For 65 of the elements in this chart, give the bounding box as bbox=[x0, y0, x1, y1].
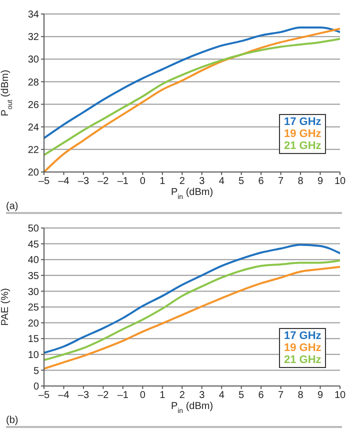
y-tick-label: 30 bbox=[28, 54, 40, 66]
y-tick-label: 50 bbox=[28, 224, 40, 235]
y-tick-label: 40 bbox=[28, 255, 40, 266]
x-axis-title: P$_{in}$ (dBm) bbox=[170, 187, 214, 200]
line-series bbox=[44, 26, 340, 140]
line-series bbox=[44, 38, 340, 156]
x-tick-label: 9 bbox=[317, 176, 324, 188]
text: 17 GHz bbox=[284, 116, 322, 128]
x-tick-label: 3 bbox=[199, 176, 206, 188]
x-tick-label: 4 bbox=[218, 176, 225, 188]
x-tick-label: –4 bbox=[58, 176, 70, 188]
y-tick-label: 15 bbox=[28, 334, 40, 346]
x-tick-label: –3 bbox=[78, 390, 90, 402]
x-tick-label: 0 bbox=[140, 176, 146, 188]
text: 21 GHz bbox=[284, 140, 322, 152]
y-axis-title: PAE (%) bbox=[0, 288, 11, 326]
x-tick-label: 9 bbox=[317, 390, 324, 402]
x-tick-label: 8 bbox=[298, 176, 304, 188]
text: 19 GHz bbox=[284, 128, 322, 140]
y-tick-label: 35 bbox=[28, 270, 40, 282]
text: (b) bbox=[6, 415, 18, 426]
y-tick-label: 22 bbox=[28, 144, 40, 156]
x-tick-label: 10 bbox=[334, 390, 346, 402]
x-tick-label: 5 bbox=[238, 390, 245, 402]
text: 19 GHz bbox=[284, 342, 322, 354]
x-tick-label: 7 bbox=[278, 176, 284, 188]
y-tick-label: 26 bbox=[28, 100, 40, 111]
x-tick-label: 1 bbox=[160, 390, 166, 402]
x-tick-label: –1 bbox=[117, 176, 129, 188]
line-series bbox=[44, 244, 340, 354]
x-tick-label: 4 bbox=[218, 390, 225, 402]
x-tick-label: 2 bbox=[179, 390, 186, 402]
x-tick-label: 5 bbox=[238, 176, 245, 188]
x-tick-label: –2 bbox=[98, 390, 110, 402]
x-tick-label: –1 bbox=[117, 390, 129, 402]
x-tick-label: 1 bbox=[160, 176, 166, 188]
x-tick-label: 7 bbox=[278, 390, 284, 402]
y-tick-label: 32 bbox=[28, 32, 40, 44]
x-tick-label: –4 bbox=[58, 390, 70, 402]
y-tick-label: 5 bbox=[33, 366, 40, 377]
y-tick-label: 10 bbox=[28, 350, 40, 361]
x-tick-label: –5 bbox=[38, 176, 50, 188]
y-tick-label: 30 bbox=[28, 286, 40, 298]
text: (a) bbox=[6, 201, 18, 212]
x-axis-title: P$_{in}$ (dBm) bbox=[170, 401, 214, 414]
x-tick-label: –5 bbox=[38, 390, 50, 402]
y-tick-label: 24 bbox=[28, 122, 40, 134]
x-tick-label: 10 bbox=[334, 176, 346, 188]
y-tick-label: 0 bbox=[33, 382, 40, 393]
x-tick-label: 0 bbox=[140, 390, 146, 402]
y-tick-label: 45 bbox=[28, 239, 40, 250]
x-tick-label: –2 bbox=[98, 176, 110, 188]
text: 17 GHz bbox=[284, 330, 322, 342]
text: 21 GHz bbox=[284, 354, 322, 366]
y-tick-label: 34 bbox=[28, 10, 40, 21]
x-tick-label: –3 bbox=[78, 176, 90, 188]
x-tick-label: 8 bbox=[298, 390, 304, 402]
y-tick-label: 20 bbox=[28, 168, 40, 179]
y-tick-label: 20 bbox=[28, 318, 40, 330]
x-tick-label: 3 bbox=[199, 390, 206, 402]
x-tick-label: 6 bbox=[258, 390, 264, 402]
y-tick-label: 28 bbox=[28, 77, 40, 88]
x-tick-label: 6 bbox=[258, 176, 264, 188]
y-tick-label: 25 bbox=[28, 302, 40, 314]
x-tick-label: 2 bbox=[179, 176, 186, 188]
